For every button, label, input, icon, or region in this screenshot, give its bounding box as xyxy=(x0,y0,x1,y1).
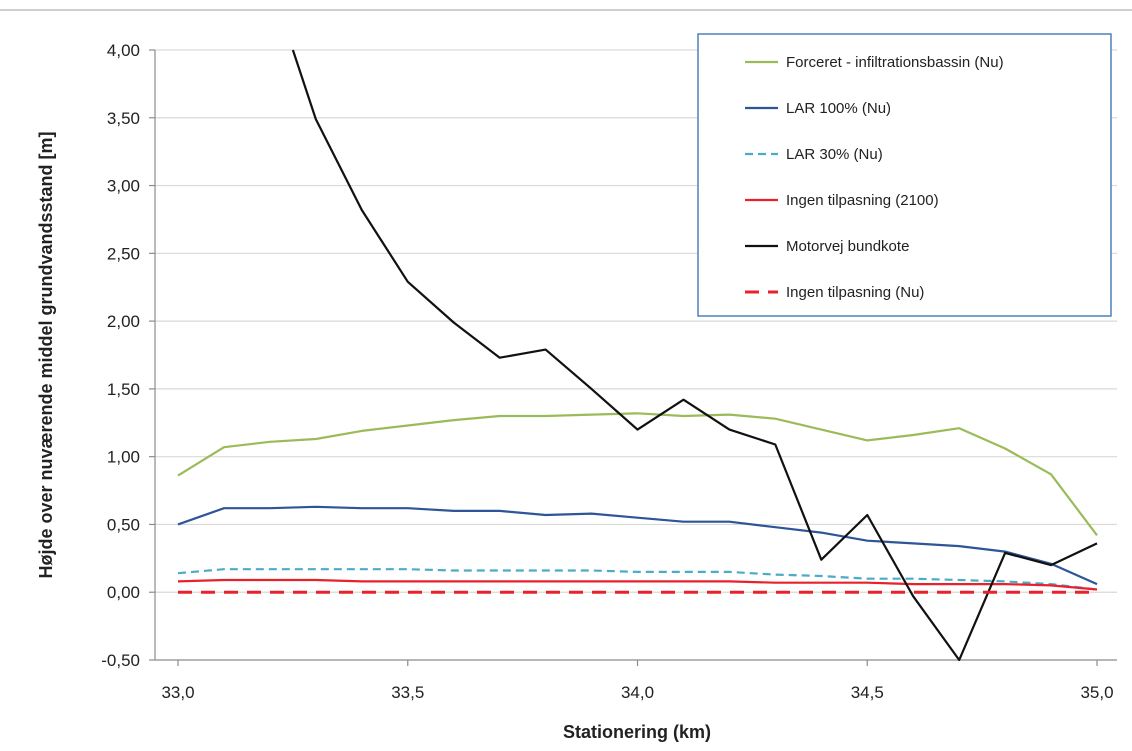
legend-label: Motorvej bundkote xyxy=(786,238,909,255)
x-tick-label: 34,0 xyxy=(621,683,654,702)
y-tick-label: 3,50 xyxy=(107,109,140,128)
legend-label: Ingen tilpasning (2100) xyxy=(786,192,939,209)
legend-box xyxy=(697,33,1112,317)
series-lines xyxy=(177,49,1098,662)
x-tick-label: 33,5 xyxy=(391,683,424,702)
legend-label: Ingen tilpasning (Nu) xyxy=(786,284,924,301)
y-tick-label: -0,50 xyxy=(101,651,140,670)
y-axis-title: Højde over nuværende middel grundvandsst… xyxy=(36,131,56,578)
series-line xyxy=(177,578,1098,591)
x-tick-label: 34,5 xyxy=(851,683,884,702)
y-tick-label: 0,00 xyxy=(107,583,140,602)
x-axis-title: Stationering (km) xyxy=(563,722,711,742)
y-tick-label: 3,00 xyxy=(107,177,140,196)
legend: Forceret - infiltrationsbassin (Nu) LAR 1… xyxy=(697,33,1112,317)
legend-label: Forceret - infiltrationsbassin (Nu) xyxy=(786,54,1004,71)
y-tick-labels: -0,50 0,00 0,50 1,00 1,50 2,00 2,50 3,00 3,50 4,0… xyxy=(101,41,140,670)
y-tick-label: 1,00 xyxy=(107,448,140,467)
y-tick-label: 1,50 xyxy=(107,380,140,399)
legend-label: LAR 100% (Nu) xyxy=(786,100,891,117)
legend-label: LAR 30% (Nu) xyxy=(786,146,883,163)
y-tick-label: 0,50 xyxy=(107,515,140,534)
y-tick-label: 4,00 xyxy=(107,41,140,60)
axes xyxy=(149,49,1117,666)
x-tick-label: 35,0 xyxy=(1080,683,1113,702)
series-line xyxy=(177,412,1098,536)
series-line xyxy=(291,49,1098,662)
x-tick-label: 33,0 xyxy=(161,683,194,702)
series-line xyxy=(177,505,1098,586)
y-tick-label: 2,00 xyxy=(107,312,140,331)
y-tick-label: 2,50 xyxy=(107,244,140,263)
series-line xyxy=(177,568,1098,591)
x-tick-labels: 33,0 33,5 34,0 34,5 35,0 xyxy=(161,683,1113,702)
